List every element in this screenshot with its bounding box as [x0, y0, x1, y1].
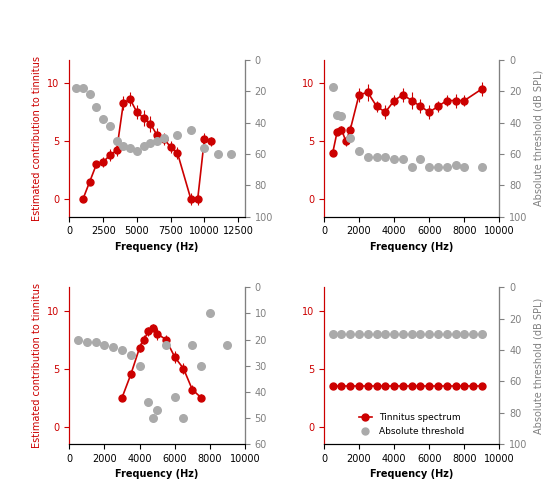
Point: [188, 341, 196, 349]
Y-axis label: Estimated contribution to tinnitus: Estimated contribution to tinnitus: [32, 56, 42, 221]
Point: [355, 147, 364, 155]
Point: [91, 338, 100, 346]
Point: [364, 330, 372, 338]
Point: [83, 338, 92, 346]
Point: [214, 150, 223, 158]
Point: [139, 142, 148, 150]
Point: [390, 330, 398, 338]
Point: [398, 155, 407, 163]
Point: [460, 330, 469, 338]
Point: [118, 346, 127, 354]
Point: [127, 351, 135, 359]
Point: [407, 163, 416, 171]
Point: [469, 330, 478, 338]
X-axis label: Frequency (Hz): Frequency (Hz): [370, 470, 453, 480]
Point: [381, 330, 390, 338]
Point: [433, 163, 442, 171]
Point: [144, 398, 153, 406]
X-axis label: Frequency (Hz): Frequency (Hz): [115, 242, 199, 252]
Point: [425, 330, 433, 338]
Point: [196, 362, 205, 370]
X-axis label: Frequency (Hz): Frequency (Hz): [370, 242, 453, 252]
Y-axis label: Absolute threshold (dB SPL): Absolute threshold (dB SPL): [533, 297, 543, 434]
Legend: Tinnitus spectrum, Absolute threshold: Tinnitus spectrum, Absolute threshold: [355, 410, 468, 440]
Point: [100, 341, 109, 349]
Point: [92, 103, 101, 111]
Point: [460, 163, 469, 171]
Point: [364, 153, 372, 161]
Point: [451, 330, 460, 338]
Point: [153, 137, 162, 145]
Point: [407, 330, 416, 338]
Point: [433, 330, 442, 338]
Point: [148, 414, 157, 422]
Point: [346, 134, 355, 142]
Point: [146, 139, 155, 147]
Point: [416, 330, 425, 338]
Point: [112, 137, 121, 145]
Point: [227, 150, 236, 158]
Point: [72, 84, 80, 92]
X-axis label: Frequency (Hz): Frequency (Hz): [115, 470, 199, 480]
Point: [105, 122, 114, 130]
Point: [109, 343, 118, 351]
Point: [200, 144, 209, 152]
Point: [355, 330, 364, 338]
Point: [328, 330, 337, 338]
Point: [153, 406, 162, 414]
Point: [179, 414, 188, 422]
Point: [159, 134, 168, 142]
Point: [390, 155, 398, 163]
Point: [372, 153, 381, 161]
Point: [442, 163, 451, 171]
Point: [451, 161, 460, 169]
Point: [173, 131, 182, 139]
Point: [223, 341, 232, 349]
Point: [328, 82, 337, 90]
Point: [346, 330, 355, 338]
Point: [332, 111, 341, 119]
Point: [85, 90, 94, 98]
Point: [170, 393, 179, 401]
Point: [372, 330, 381, 338]
Point: [162, 341, 170, 349]
Point: [416, 155, 425, 163]
Y-axis label: Absolute threshold (dB SPL): Absolute threshold (dB SPL): [533, 70, 543, 207]
Point: [337, 112, 346, 120]
Point: [74, 335, 83, 343]
Point: [398, 330, 407, 338]
Point: [477, 163, 486, 171]
Point: [337, 330, 346, 338]
Point: [135, 362, 144, 370]
Point: [78, 84, 87, 92]
Point: [442, 330, 451, 338]
Point: [477, 330, 486, 338]
Point: [205, 309, 214, 317]
Point: [125, 144, 134, 152]
Point: [381, 153, 390, 161]
Point: [133, 147, 142, 155]
Point: [425, 163, 433, 171]
Y-axis label: Estimated contribution to tinnitus: Estimated contribution to tinnitus: [32, 283, 42, 448]
Point: [99, 115, 108, 123]
Point: [119, 142, 128, 150]
Point: [186, 126, 195, 134]
